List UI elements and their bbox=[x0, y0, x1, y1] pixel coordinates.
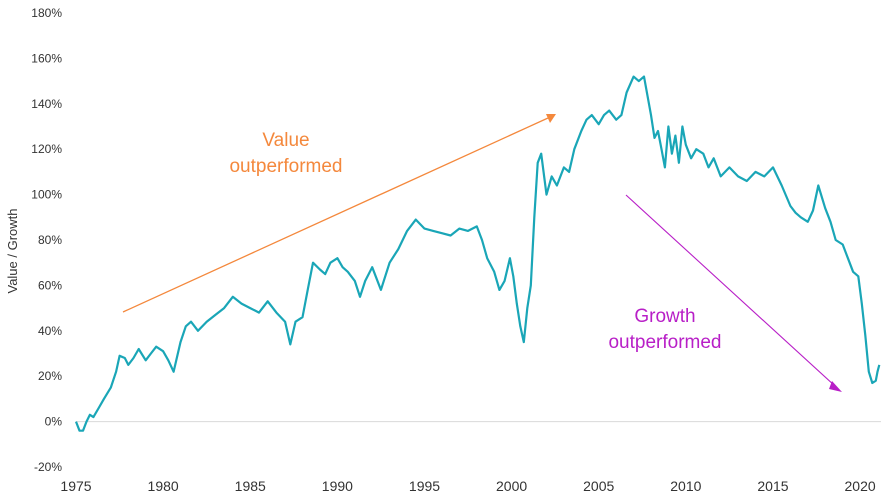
y-tick-label: 60% bbox=[38, 278, 62, 292]
x-tick-label: 2000 bbox=[496, 478, 527, 494]
y-axis-ticks: -20% 0% 20% 40% 60% 80% 100% 120% 140% 160% 180% bbox=[31, 6, 62, 474]
y-tick-label: 160% bbox=[31, 51, 62, 65]
value-growth-series-line bbox=[74, 75, 881, 432]
y-axis-label: Value / Growth bbox=[5, 208, 20, 293]
y-tick-label: 80% bbox=[38, 233, 62, 247]
value-arrow-head bbox=[546, 114, 556, 123]
x-tick-label: 2010 bbox=[670, 478, 701, 494]
growth-outperformed-label-line1: Growth bbox=[634, 306, 695, 327]
x-tick-label: 1975 bbox=[60, 478, 91, 494]
y-tick-label: 180% bbox=[31, 6, 62, 20]
value-outperformed-label-line1: Value bbox=[262, 130, 309, 151]
y-tick-label: 120% bbox=[31, 142, 62, 156]
y-tick-label: 100% bbox=[31, 188, 62, 202]
x-tick-label: 2005 bbox=[583, 478, 614, 494]
growth-arrow-head bbox=[829, 381, 842, 392]
x-tick-label: 1990 bbox=[322, 478, 353, 494]
y-tick-label: 140% bbox=[31, 97, 62, 111]
growth-outperformed-arrow bbox=[625, 194, 836, 387]
x-tick-label: 1995 bbox=[409, 478, 440, 494]
x-tick-label: 2020 bbox=[845, 478, 876, 494]
x-tick-label: 2015 bbox=[757, 478, 788, 494]
x-tick-label: 1985 bbox=[235, 478, 266, 494]
y-tick-label: -20% bbox=[34, 460, 62, 474]
x-axis-ticks: 1975 1980 1985 1990 1995 2000 2005 2010 2015 2020 bbox=[60, 478, 875, 494]
value-outperformed-arrow bbox=[122, 117, 549, 313]
x-tick-label: 1980 bbox=[148, 478, 179, 494]
y-tick-label: 20% bbox=[38, 369, 62, 383]
y-tick-label: 40% bbox=[38, 324, 62, 338]
growth-outperformed-label-line2: outperformed bbox=[608, 332, 721, 353]
value-outperformed-label-line2: outperformed bbox=[229, 156, 342, 177]
y-tick-label: 0% bbox=[45, 415, 63, 429]
